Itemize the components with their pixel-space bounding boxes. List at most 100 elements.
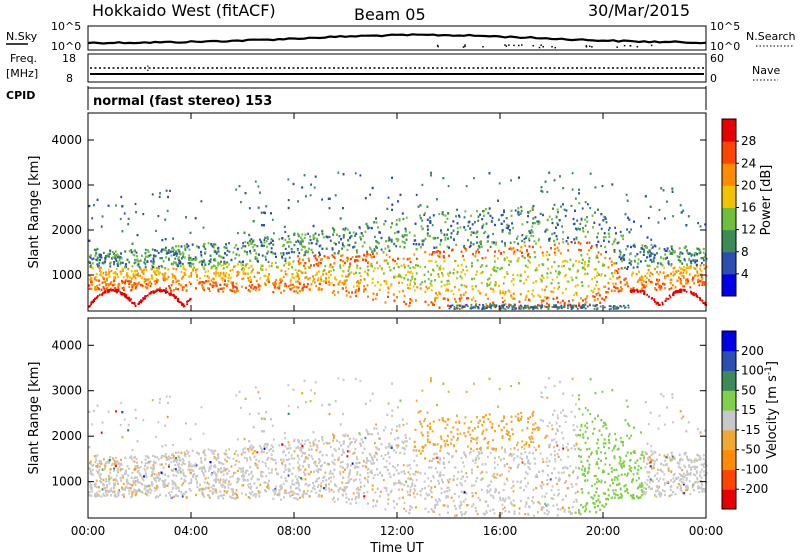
power-echo: [452, 293, 455, 296]
power-echo: [653, 253, 656, 257]
power-echo: [570, 204, 573, 207]
power-echo: [424, 265, 426, 269]
power-echo: [605, 291, 608, 294]
power-echo: [100, 225, 103, 228]
power-echo: [667, 260, 670, 263]
power-echo: [200, 253, 203, 256]
freq-label: Freq.: [10, 52, 37, 65]
power-echo: [246, 253, 249, 256]
power-echo: [328, 256, 330, 259]
power-echo: [224, 273, 226, 276]
power-echo: [525, 278, 528, 281]
power-echo: [163, 277, 166, 280]
power-echo: [481, 270, 484, 274]
power-echo: [690, 260, 692, 263]
power-echo: [382, 251, 385, 254]
power-echo: [620, 289, 623, 292]
power-echo: [283, 225, 286, 228]
power-echo: [648, 255, 651, 258]
power-echo: [158, 267, 160, 270]
power-echo: [105, 271, 107, 274]
power-echo: [346, 248, 349, 251]
power-echo: [642, 280, 645, 283]
nsearch-dot: [464, 45, 466, 48]
power-echo: [287, 251, 290, 255]
power-echo: [587, 264, 590, 267]
power-echo: [257, 283, 260, 286]
power-echo: [608, 226, 611, 230]
power-echo: [689, 286, 692, 289]
power-echo: [580, 217, 583, 220]
power-echo: [272, 282, 275, 285]
power-echo: [391, 203, 394, 206]
power-echo: [523, 238, 526, 241]
power-echo: [308, 259, 310, 262]
power-echo: [403, 266, 406, 269]
power-echo: [282, 244, 284, 247]
power-echo: [154, 272, 156, 275]
power-echo: [597, 260, 600, 263]
power-echo: [409, 279, 412, 282]
power-echo: [408, 231, 411, 234]
power-echo: [665, 275, 668, 278]
power-echo: [556, 246, 559, 249]
power-echo: [373, 221, 376, 224]
power-echo: [512, 292, 515, 295]
power-echo: [679, 204, 682, 207]
power-echo: [318, 255, 320, 258]
power-echo: [524, 298, 527, 301]
power-echo: [575, 260, 577, 263]
power-echo: [613, 289, 616, 292]
power-echo: [554, 253, 557, 257]
power-echo: [415, 264, 417, 267]
power-echo: [188, 248, 191, 251]
power-echo: [547, 296, 550, 299]
power-echo: [270, 247, 273, 250]
power-echo: [141, 276, 144, 279]
power-echo: [439, 264, 442, 267]
power-echo: [663, 266, 666, 269]
power-echo: [167, 268, 170, 271]
power-echo: [434, 237, 437, 240]
power-echo: [659, 270, 662, 274]
freq-tick-bottom: 8: [66, 72, 73, 85]
power-echo: [704, 223, 706, 226]
power-echo: [356, 251, 359, 254]
power-echo: [412, 266, 415, 269]
power-echo: [604, 236, 607, 239]
power-echo: [289, 284, 292, 287]
power-echo: [164, 249, 167, 252]
power-echo: [701, 281, 704, 284]
power-echo: [466, 297, 468, 300]
power-echo: [403, 277, 406, 280]
power-echo: [347, 269, 350, 272]
power-echo: [252, 220, 255, 223]
power-echo: [109, 265, 112, 268]
power-echo: [242, 277, 245, 280]
power-echo: [300, 248, 303, 251]
power-echo: [353, 245, 356, 248]
power-echo: [672, 274, 675, 277]
power-echo: [680, 280, 682, 283]
power-echo: [659, 287, 661, 290]
power-echo: [405, 216, 408, 219]
power-echo: [91, 217, 94, 220]
power-echo: [684, 259, 686, 262]
power-echo: [172, 237, 174, 240]
power-echo: [371, 265, 373, 268]
power-echo: [303, 283, 305, 286]
power-echo: [134, 273, 137, 276]
power-echo: [599, 301, 602, 304]
power-echo: [189, 256, 192, 259]
power-echo: [630, 260, 633, 263]
power-echo: [315, 242, 318, 245]
power-echo: [529, 256, 531, 259]
power-echo: [448, 254, 450, 257]
power-echo: [293, 290, 296, 293]
power-echo: [383, 259, 386, 262]
power-echo: [357, 255, 360, 258]
power-echo: [257, 285, 260, 288]
power-echo: [597, 251, 600, 254]
power-echo: [556, 238, 559, 241]
power-echo: [172, 280, 175, 283]
